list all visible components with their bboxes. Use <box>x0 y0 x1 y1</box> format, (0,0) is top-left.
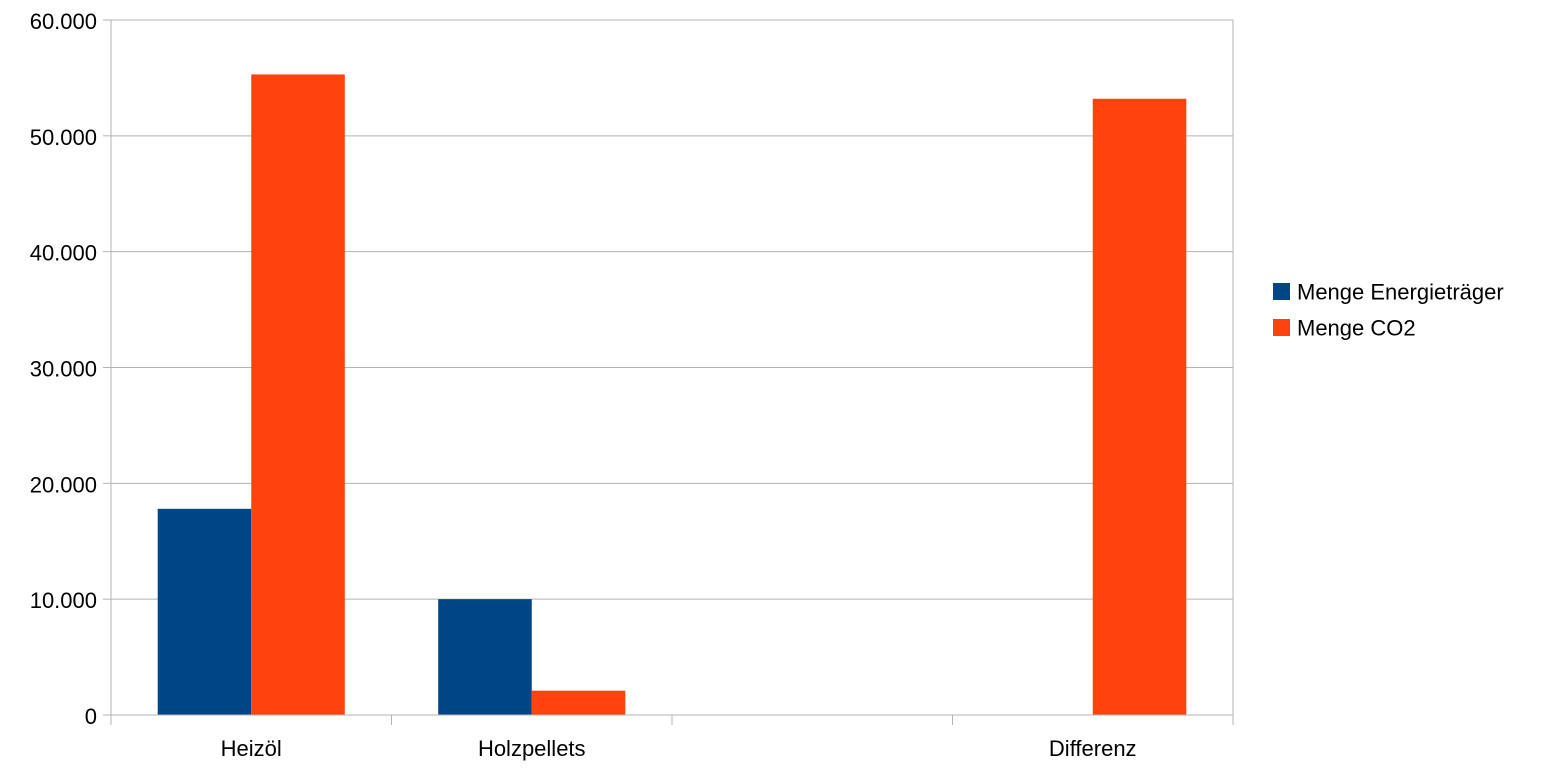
axes <box>103 19 1234 725</box>
y-tick-label-6: 60.000 <box>30 9 97 34</box>
legend: Menge Energieträger Menge CO2 <box>1273 280 1504 341</box>
y-axis-tick-labels: 0 10.000 20.000 30.000 40.000 50.000 60.000 <box>30 9 97 729</box>
x-tick-label-1: Holzpellets <box>478 736 586 761</box>
bar-energietraeger-1 <box>438 599 532 715</box>
bar-co2-1 <box>531 690 626 715</box>
x-tick-label-3: Differenz <box>1049 736 1137 761</box>
bars <box>157 74 1187 716</box>
legend-label-1: Menge CO2 <box>1297 316 1416 341</box>
y-tick-label-0: 0 <box>85 704 97 729</box>
y-tick-label-5: 50.000 <box>30 125 97 150</box>
y-tick-label-4: 40.000 <box>30 241 97 266</box>
legend-swatch-0 <box>1273 283 1290 300</box>
x-axis-tick-labels: Heizöl Holzpellets Differenz <box>221 736 1137 761</box>
bar-co2-3 <box>1092 98 1187 716</box>
bar-co2-0 <box>251 74 345 716</box>
legend-swatch-1 <box>1273 319 1290 336</box>
legend-label-0: Menge Energieträger <box>1297 280 1504 305</box>
y-tick-label-3: 30.000 <box>30 357 97 382</box>
y-tick-label-2: 20.000 <box>30 472 97 497</box>
y-tick-label-1: 10.000 <box>30 588 97 613</box>
x-tick-label-0: Heizöl <box>221 736 282 761</box>
bar-energietraeger-0 <box>157 508 252 715</box>
